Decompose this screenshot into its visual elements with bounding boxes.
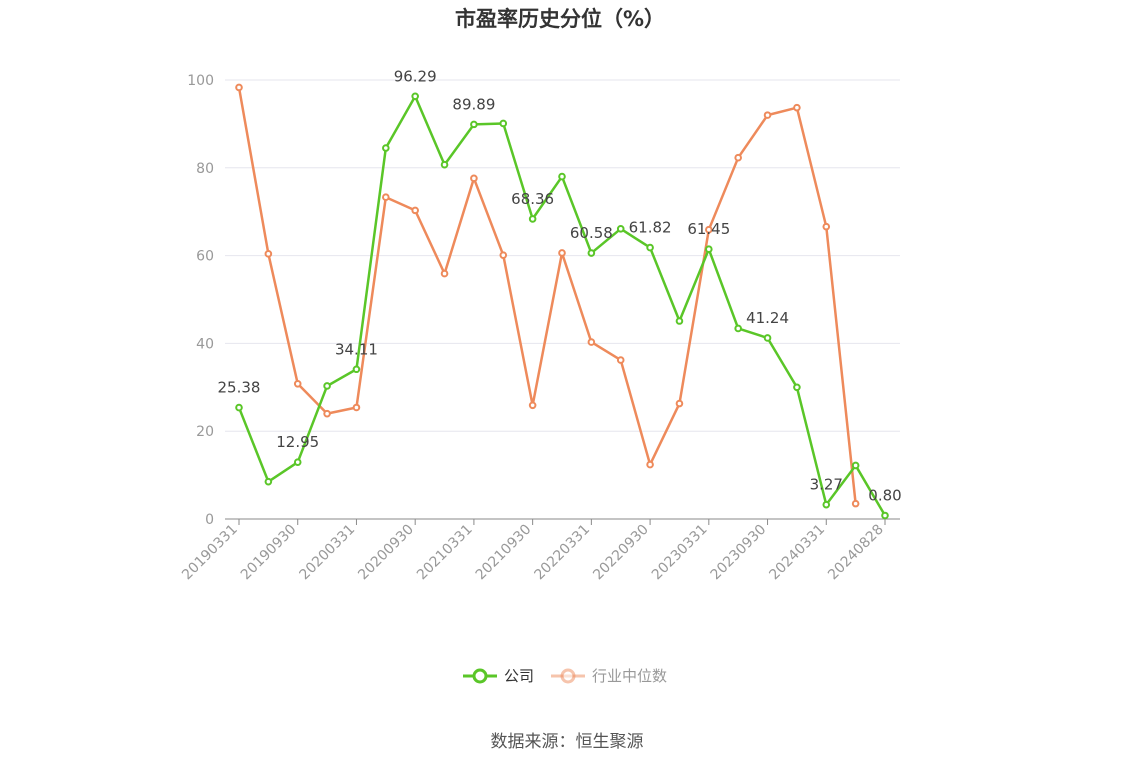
- data-labels: 25.38 12.95 34.11 96.29 89.89 68.36 60.58 61.82…: [218, 67, 902, 504]
- industry-point: [851, 499, 860, 508]
- legend-item-industry-median[interactable]: 行业中位数: [551, 667, 667, 685]
- x-tick-label: 20230331: [649, 522, 711, 584]
- y-tick-label: 40: [196, 336, 214, 352]
- industry-point: [293, 379, 302, 388]
- company-point: [616, 225, 625, 233]
- industry-point: [264, 250, 273, 258]
- legend-company-label: 公司: [504, 667, 534, 685]
- legend-company-marker: [472, 668, 488, 684]
- x-tick-label: 20240331: [766, 522, 828, 584]
- x-tick-label: 20190930: [238, 522, 300, 584]
- company-point: [440, 160, 449, 169]
- industry-point: [352, 403, 361, 412]
- company-point: [470, 120, 478, 129]
- legend-industry-marker: [560, 668, 576, 684]
- company-point: [323, 382, 331, 390]
- company-data-label: 61.82: [629, 219, 672, 237]
- y-tick-label: 80: [196, 161, 214, 177]
- industry-point: [734, 153, 742, 162]
- company-point: [499, 119, 508, 128]
- company-data-label: 61.45: [687, 220, 730, 238]
- industry-point: [470, 174, 478, 183]
- x-tick-label: 20220930: [590, 522, 652, 584]
- x-tick-label: 20210331: [414, 522, 476, 584]
- y-tick-label: 60: [196, 249, 214, 265]
- company-data-label: 25.38: [218, 379, 261, 397]
- industry-point: [499, 251, 508, 259]
- x-tick-label: 20220331: [531, 522, 593, 584]
- industry-point: [705, 225, 713, 234]
- industry-point: [822, 222, 831, 231]
- industry-series-line: [237, 87, 857, 504]
- axes: 0 20 40 60 80 100 2019033120190930202003312020…: [179, 73, 900, 583]
- company-point: [822, 500, 831, 509]
- company-point: [382, 144, 390, 152]
- company-data-label: 89.89: [452, 95, 495, 113]
- company-data-label: 12.95: [276, 433, 319, 451]
- company-point: [587, 249, 596, 257]
- y-tick-label: 100: [187, 73, 214, 89]
- company-point: [293, 458, 302, 466]
- x-tick-label: 20210930: [473, 522, 535, 584]
- industry-point: [646, 460, 654, 469]
- company-point: [793, 383, 801, 392]
- company-point: [528, 215, 537, 223]
- company-data-label: 0.80: [868, 486, 901, 504]
- y-tick-label: 0: [205, 512, 214, 528]
- company-point: [675, 317, 684, 325]
- industry-point: [616, 356, 625, 364]
- company-point: [734, 324, 742, 333]
- company-point: [763, 334, 772, 342]
- company-data-label: 34.11: [335, 340, 378, 358]
- industry-point: [763, 111, 772, 119]
- company-point: [881, 511, 889, 520]
- company-data-label: 60.58: [570, 224, 613, 242]
- legend-industry-label: 行业中位数: [592, 667, 667, 685]
- chart-title: 市盈率历史分位（%）: [455, 7, 665, 31]
- company-point: [705, 245, 713, 254]
- industry-point: [235, 83, 243, 92]
- source-note: 数据来源：恒生聚源: [491, 732, 644, 752]
- legend-item-company[interactable]: 公司: [463, 667, 534, 685]
- company-data-label: 3.27: [810, 476, 843, 494]
- industry-point: [675, 399, 684, 408]
- x-tick-label: 20200331: [297, 522, 359, 584]
- company-data-label: 96.29: [394, 67, 437, 85]
- industry-point: [440, 269, 449, 278]
- x-tick-label: 20230930: [708, 522, 770, 584]
- industry-point: [558, 249, 566, 257]
- company-series-line: [237, 95, 887, 517]
- company-point: [558, 172, 566, 181]
- industry-point: [411, 206, 419, 215]
- company-data-label: 68.36: [511, 190, 554, 208]
- y-tick-label: 20: [196, 424, 214, 440]
- legend[interactable]: 公司 行业中位数: [463, 667, 667, 685]
- company-point: [235, 403, 243, 412]
- industry-point: [793, 103, 801, 112]
- company-point: [646, 243, 654, 252]
- company-point: [352, 365, 361, 374]
- company-point: [851, 461, 860, 470]
- industry-point: [382, 193, 390, 202]
- industry-point: [323, 409, 331, 418]
- industry-point: [528, 401, 537, 410]
- company-point: [411, 92, 419, 101]
- series-group: [235, 83, 889, 520]
- x-tick-label: 20190331: [179, 522, 241, 584]
- x-tick-label: 20200930: [355, 522, 417, 584]
- company-data-label: 41.24: [746, 309, 789, 327]
- x-tick-label: 20240828: [825, 522, 887, 584]
- company-point: [264, 477, 273, 486]
- industry-point: [587, 338, 596, 346]
